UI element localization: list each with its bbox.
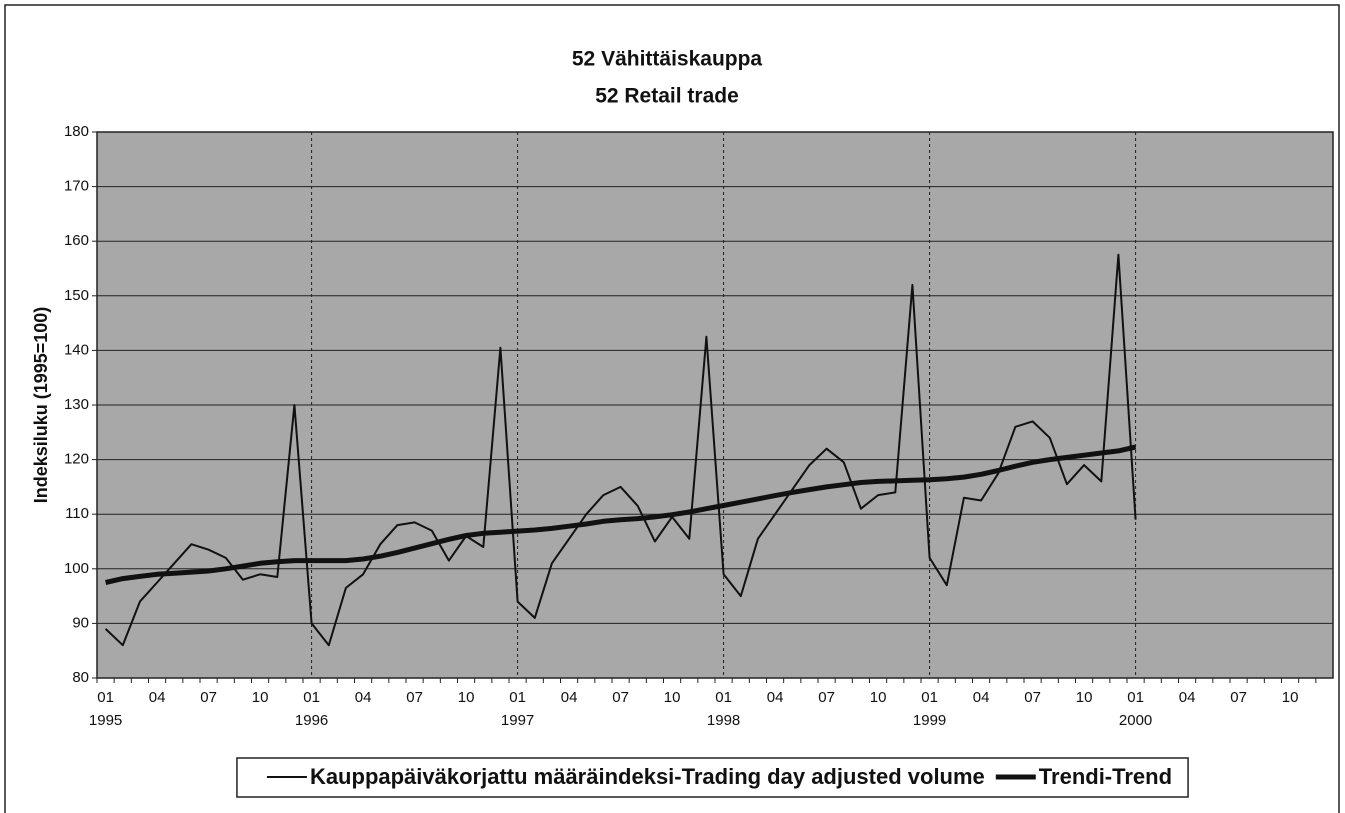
x-tick-label: 04 [561,689,578,706]
x-year-label: 2000 [1119,712,1152,729]
x-tick-label: 07 [612,689,629,706]
series-line [104,253,1137,647]
y-tick-label: 90 [72,614,89,631]
x-year-label: 1996 [295,712,328,729]
x-tick-label: 07 [1230,689,1247,706]
x-tick-label: 07 [406,689,423,706]
x-tick-label: 01 [303,689,320,706]
chart-subtitle: 52 Retail trade [595,85,739,108]
y-tick-label: 170 [64,178,89,195]
y-tick-label: 130 [64,396,89,413]
y-tick-label: 160 [64,232,89,249]
y-tick-label: 150 [64,287,89,304]
x-tick-label: 04 [355,689,372,706]
y-tick-label: 120 [64,451,89,468]
y-tick-label: 100 [64,560,89,577]
x-tick-label: 10 [458,689,475,706]
x-tick-label: 04 [1179,689,1196,706]
y-tick-label: 80 [72,669,89,686]
x-year-label: 1998 [707,712,740,729]
y-tick-label: 180 [64,123,89,140]
y-tick-label: 140 [64,341,89,358]
x-tick-label: 10 [870,689,887,706]
x-tick-label: 04 [149,689,166,706]
x-tick-label: 01 [715,689,732,706]
x-tick-label: 01 [97,689,114,706]
x-tick-label: 01 [1127,689,1144,706]
x-tick-label: 07 [818,689,835,706]
legend-label: Kauppapäiväkorjattu määräindeksi-Trading… [310,764,985,789]
x-tick-label: 04 [767,689,784,706]
x-year-label: 1995 [89,712,122,729]
legend-label: Trendi-Trend [1039,764,1172,789]
x-tick-label: 10 [252,689,269,706]
x-tick-label: 07 [1024,689,1041,706]
x-year-label: 1997 [501,712,534,729]
chart-title: 52 Vähittäiskauppa [572,48,763,71]
x-tick-label: 07 [200,689,217,706]
y-axis-label: Indeksiluku (1995=100) [31,307,51,504]
x-tick-label: 01 [509,689,526,706]
y-tick-label: 110 [65,505,89,522]
chart-frame [4,4,1340,813]
x-tick-label: 10 [664,689,681,706]
series-line [105,444,1137,585]
x-tick-label: 04 [973,689,990,706]
x-year-label: 1999 [913,712,946,729]
x-tick-label: 10 [1076,689,1093,706]
x-tick-label: 01 [921,689,938,706]
x-tick-label: 10 [1282,689,1299,706]
